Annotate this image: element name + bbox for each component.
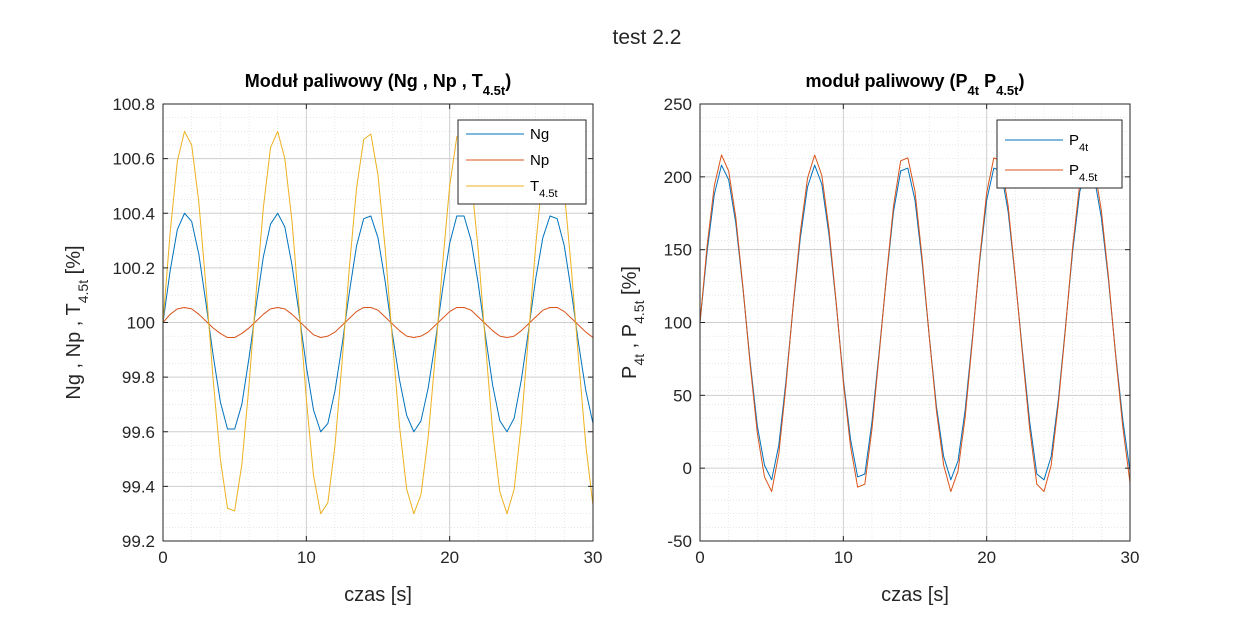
right-ylabel-sub1: 4t xyxy=(631,354,647,366)
right-ylabel-tail: [%] xyxy=(619,266,641,300)
right-y-tick-label: -50 xyxy=(667,532,692,551)
right-legend-p45t-main: P xyxy=(1069,162,1079,179)
right-chart-title: moduł paliwowy (P4t P4.5t) xyxy=(806,71,1025,98)
right-y-tick-label: 250 xyxy=(664,95,692,114)
left-y-tick-label: 100.2 xyxy=(112,259,155,278)
left-legend-t-sub: 4.5t xyxy=(539,188,557,200)
left-legend-label-np: Np xyxy=(530,152,549,169)
left-legend-label-t45t: T4.5t xyxy=(530,178,558,200)
left-series-line-ng xyxy=(162,212,594,433)
left-chart: 0 10 20 30 99.2 99.4 99.6 99.8 100 100.2 100.4 100.… xyxy=(63,71,602,606)
left-y-tick-label: 99.6 xyxy=(122,423,155,442)
left-legend-t-main: T xyxy=(530,178,539,195)
left-y-tick-label: 100 xyxy=(127,314,155,333)
left-y-tick-label: 99.8 xyxy=(122,368,155,387)
right-legend-p45t-sub: 4.5t xyxy=(1079,172,1097,184)
right-legend-label-p45t: P4.5t xyxy=(1069,162,1097,184)
right-legend-box xyxy=(996,119,1123,189)
left-ylabel-main: Ng , Np , T xyxy=(63,303,85,399)
left-series-line-t45t xyxy=(162,130,594,515)
left-y-tick-label: 99.4 xyxy=(122,477,155,496)
left-title-sub: 4.5t xyxy=(483,83,506,98)
right-x-tick-label: 10 xyxy=(834,548,853,567)
right-ylabel-main: P xyxy=(619,366,641,379)
right-x-tick-label: 30 xyxy=(1121,548,1140,567)
left-y-tick-label: 99.2 xyxy=(122,532,155,551)
right-legend-p4t-main: P xyxy=(1069,132,1079,149)
right-series-layer xyxy=(699,154,1131,492)
right-ylabel-sub2: 4.5t xyxy=(631,300,647,323)
right-x-axis-label: czas [s] xyxy=(881,584,949,606)
right-x-tick-label: 20 xyxy=(977,548,996,567)
right-legend: P4t P4.5t xyxy=(996,119,1123,189)
left-x-tick-label: 0 xyxy=(158,548,167,567)
left-series-layer xyxy=(162,130,594,515)
left-legend-box xyxy=(457,119,587,205)
right-ylabel-mid: , P xyxy=(619,324,641,354)
left-ylabel-sub: 4.5t xyxy=(75,280,91,303)
left-title-main: Moduł paliwowy (Ng , Np , T xyxy=(245,71,483,91)
left-x-tick-label: 30 xyxy=(584,548,603,567)
right-title-sub2: 4.5t xyxy=(996,83,1019,98)
right-y-tick-label: 150 xyxy=(664,241,692,260)
right-title-mid: P xyxy=(979,71,996,91)
left-chart-title: Moduł paliwowy (Ng , Np , T4.5t) xyxy=(245,71,511,98)
left-y-tick-label: 100.8 xyxy=(112,95,155,114)
left-x-axis-label: czas [s] xyxy=(344,584,412,606)
left-legend-label-ng: Ng xyxy=(530,126,549,143)
right-legend-p4t-sub: 4t xyxy=(1079,142,1088,154)
left-legend: Ng Np T4.5t xyxy=(457,119,587,205)
right-legend-label-p4t: P4t xyxy=(1069,132,1088,154)
right-y-tick-label: 100 xyxy=(664,314,692,333)
right-y-tick-label: 0 xyxy=(683,459,692,478)
left-tick-layer: 0 10 20 30 99.2 99.4 99.6 99.8 100 100.2 100.4 100.… xyxy=(112,95,602,567)
left-y-axis-label: Ng , Np , T4.5t [%] xyxy=(63,245,91,399)
left-x-tick-label: 10 xyxy=(297,548,316,567)
right-title-sub1: 4t xyxy=(968,83,980,98)
left-title-tail: ) xyxy=(505,71,511,91)
right-y-tick-label: 200 xyxy=(664,168,692,187)
left-ylabel-tail: [%] xyxy=(63,245,85,279)
right-title-tail: ) xyxy=(1019,71,1025,91)
left-series-line-np xyxy=(162,306,594,339)
left-y-tick-label: 100.4 xyxy=(112,204,155,223)
figure-suptitle: test 2.2 xyxy=(613,26,682,49)
right-series-line-p45t xyxy=(699,154,1131,492)
right-y-axis-label: P4t , P4.5t [%] xyxy=(619,266,647,379)
right-x-tick-label: 0 xyxy=(695,548,704,567)
right-title-main: moduł paliwowy (P xyxy=(806,71,968,91)
left-y-tick-label: 100.6 xyxy=(112,150,155,169)
right-y-tick-label: 50 xyxy=(673,386,692,405)
left-x-tick-label: 20 xyxy=(440,548,459,567)
